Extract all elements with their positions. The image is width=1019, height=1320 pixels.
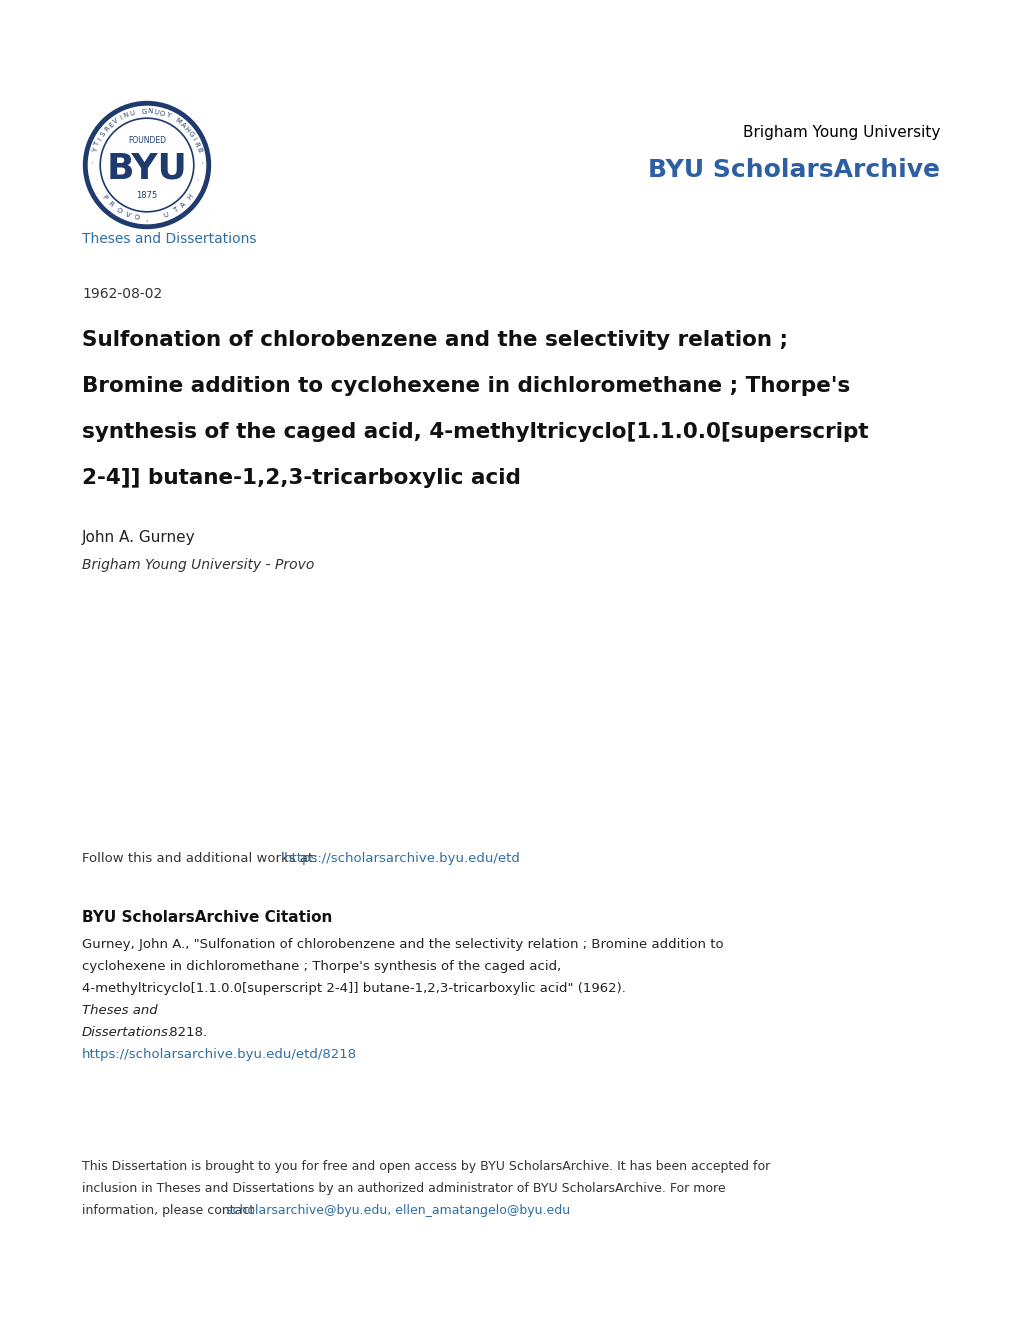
Text: ,: , bbox=[146, 215, 148, 222]
Text: U: U bbox=[163, 211, 170, 219]
Text: A: A bbox=[178, 121, 186, 129]
Text: R: R bbox=[107, 201, 114, 209]
Text: I: I bbox=[191, 137, 197, 141]
Text: U: U bbox=[128, 110, 136, 117]
Text: https://scholarsarchive.byu.edu/etd: https://scholarsarchive.byu.edu/etd bbox=[283, 851, 521, 865]
Text: H: H bbox=[182, 125, 191, 133]
Text: Bromine addition to cyclohexene in dichloromethane ; Thorpe's: Bromine addition to cyclohexene in dichl… bbox=[82, 376, 850, 396]
Text: O: O bbox=[158, 110, 165, 117]
Text: R: R bbox=[193, 141, 200, 148]
Text: G: G bbox=[141, 108, 147, 115]
Text: 1875: 1875 bbox=[137, 191, 158, 201]
Text: John A. Gurney: John A. Gurney bbox=[82, 531, 196, 545]
Text: H: H bbox=[185, 193, 194, 201]
Text: R: R bbox=[103, 125, 111, 133]
Text: cyclohexene in dichloromethane ; Thorpe's synthesis of the caged acid,: cyclohexene in dichloromethane ; Thorpe'… bbox=[82, 960, 560, 973]
Text: Gurney, John A., "Sulfonation of chlorobenzene and the selectivity relation ; Br: Gurney, John A., "Sulfonation of chlorob… bbox=[82, 939, 722, 950]
Text: Theses and Dissertations: Theses and Dissertations bbox=[82, 232, 256, 246]
Text: 8218.: 8218. bbox=[165, 1026, 207, 1039]
Text: U: U bbox=[153, 108, 159, 116]
Text: inclusion in Theses and Dissertations by an authorized administrator of BYU Scho: inclusion in Theses and Dissertations by… bbox=[82, 1181, 725, 1195]
Text: Follow this and additional works at:: Follow this and additional works at: bbox=[82, 851, 322, 865]
Text: T: T bbox=[94, 141, 101, 148]
Text: Dissertations.: Dissertations. bbox=[82, 1026, 173, 1039]
Text: FOUNDED: FOUNDED bbox=[127, 136, 166, 145]
Text: BYU: BYU bbox=[106, 152, 187, 185]
Text: BYU ScholarsArchive: BYU ScholarsArchive bbox=[647, 158, 940, 182]
Text: This Dissertation is brought to you for free and open access by BYU ScholarsArch: This Dissertation is brought to you for … bbox=[82, 1160, 769, 1173]
Text: https://scholarsarchive.byu.edu/etd/8218: https://scholarsarchive.byu.edu/etd/8218 bbox=[82, 1048, 357, 1061]
Text: information, please contact: information, please contact bbox=[82, 1204, 258, 1217]
Text: ·: · bbox=[92, 177, 99, 181]
Text: ·: · bbox=[196, 177, 202, 181]
Text: Theses and: Theses and bbox=[82, 1005, 158, 1016]
Text: ·: · bbox=[198, 161, 204, 164]
Text: synthesis of the caged acid, 4-methyltricyclo[1.1.0.0[superscript: synthesis of the caged acid, 4-methyltri… bbox=[82, 422, 868, 442]
Text: E: E bbox=[108, 121, 115, 129]
Text: I: I bbox=[118, 115, 123, 121]
Text: 4-methyltricyclo[1.1.0.0[superscript 2-4]] butane-1,2,3-tricarboxylic acid" (196: 4-methyltricyclo[1.1.0.0[superscript 2-4… bbox=[82, 982, 630, 995]
Text: G: G bbox=[186, 131, 195, 137]
Text: Brigham Young University: Brigham Young University bbox=[742, 125, 940, 140]
Text: ·: · bbox=[91, 161, 97, 164]
Text: N: N bbox=[147, 108, 153, 115]
Text: .: . bbox=[478, 1204, 482, 1217]
Text: Y: Y bbox=[164, 112, 170, 119]
Text: O: O bbox=[114, 206, 122, 214]
Text: V: V bbox=[124, 211, 130, 219]
Text: Sulfonation of chlorobenzene and the selectivity relation ;: Sulfonation of chlorobenzene and the sel… bbox=[82, 330, 788, 350]
Text: N: N bbox=[122, 112, 130, 119]
Circle shape bbox=[86, 103, 209, 227]
Text: scholarsarchive@byu.edu, ellen_amatangelo@byu.edu: scholarsarchive@byu.edu, ellen_amatangel… bbox=[226, 1204, 570, 1217]
Text: 2-4]] butane-1,2,3-tricarboxylic acid: 2-4]] butane-1,2,3-tricarboxylic acid bbox=[82, 469, 521, 488]
Text: Y: Y bbox=[92, 148, 99, 153]
Text: A: A bbox=[179, 201, 186, 209]
Text: BYU ScholarsArchive Citation: BYU ScholarsArchive Citation bbox=[82, 909, 332, 925]
Text: O: O bbox=[133, 214, 141, 222]
Text: 1962-08-02: 1962-08-02 bbox=[82, 286, 162, 301]
Text: I: I bbox=[97, 137, 103, 141]
Text: M: M bbox=[173, 117, 182, 125]
Text: B: B bbox=[195, 147, 202, 153]
Text: S: S bbox=[100, 131, 107, 137]
Text: T: T bbox=[172, 207, 178, 214]
Text: P: P bbox=[100, 194, 108, 201]
Text: V: V bbox=[112, 117, 119, 125]
Text: Brigham Young University - Provo: Brigham Young University - Provo bbox=[82, 558, 314, 572]
